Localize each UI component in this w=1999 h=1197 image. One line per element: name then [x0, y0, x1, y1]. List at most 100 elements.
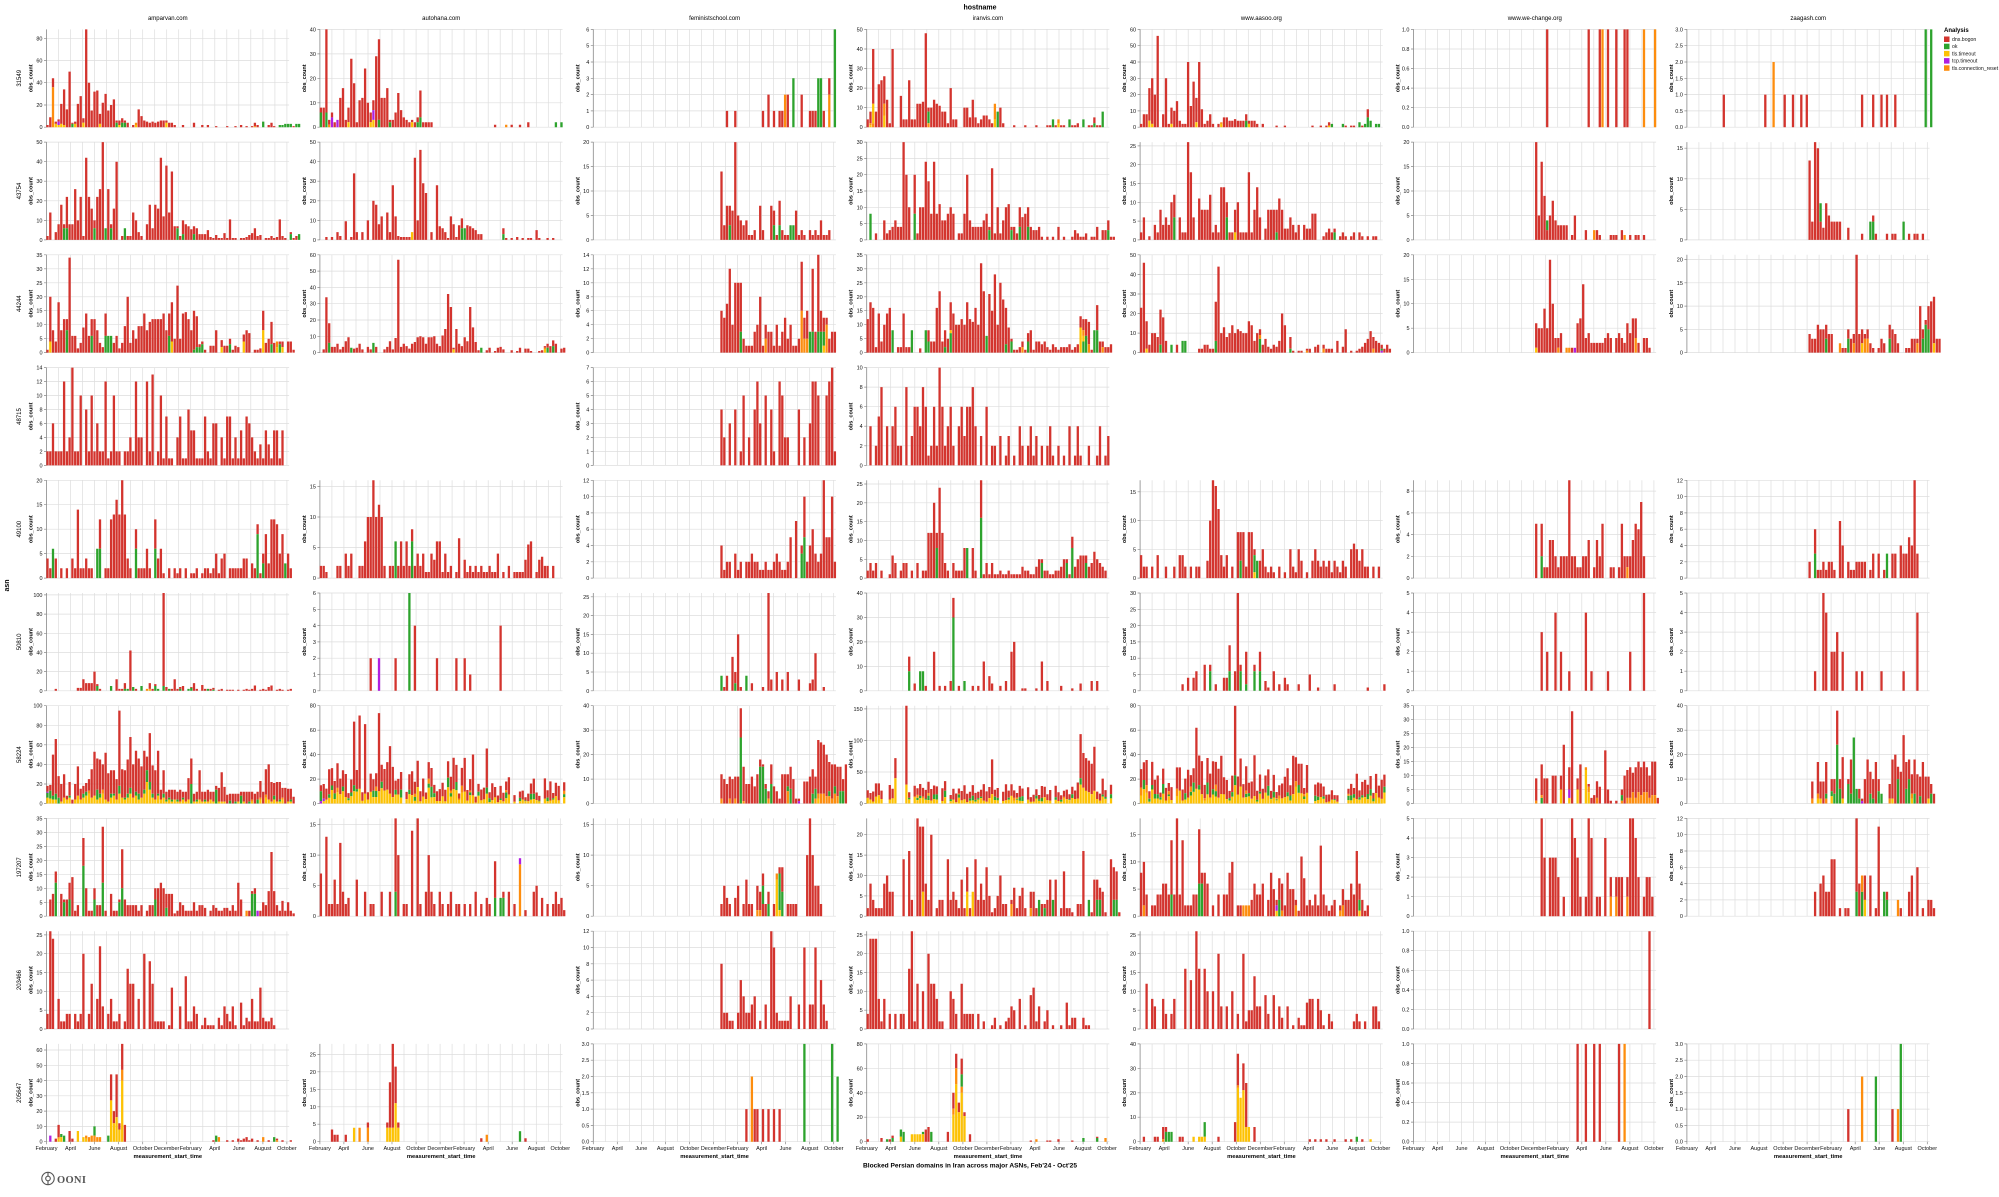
svg-text:December: December — [1521, 1146, 1547, 1152]
svg-text:4: 4 — [1680, 544, 1683, 550]
svg-text:30: 30 — [857, 67, 863, 73]
svg-text:measurement_start_time: measurement_start_time — [954, 1154, 1023, 1160]
svg-text:2.0: 2.0 — [1675, 60, 1683, 66]
svg-text:0.2: 0.2 — [1402, 106, 1410, 112]
svg-text:20: 20 — [310, 76, 316, 82]
svg-text:obs_count: obs_count — [575, 628, 581, 656]
svg-text:0.0: 0.0 — [582, 1140, 590, 1146]
svg-text:25: 25 — [310, 1052, 316, 1058]
svg-text:June: June — [635, 1146, 647, 1152]
svg-text:0: 0 — [313, 802, 316, 808]
svg-text:5: 5 — [39, 337, 42, 343]
svg-text:20: 20 — [857, 501, 863, 507]
svg-text:12: 12 — [583, 929, 589, 935]
svg-text:2.0: 2.0 — [582, 1075, 590, 1081]
svg-text:0.8: 0.8 — [1402, 47, 1410, 53]
svg-text:April: April — [1159, 1146, 1170, 1152]
svg-text:10: 10 — [1130, 1115, 1136, 1121]
svg-text:0: 0 — [39, 914, 42, 920]
svg-text:0: 0 — [1680, 689, 1683, 695]
svg-text:0: 0 — [39, 689, 42, 695]
svg-text:4: 4 — [586, 323, 589, 329]
svg-text:iranvis.com: iranvis.com — [973, 16, 1003, 22]
svg-text:obs_count: obs_count — [29, 628, 35, 656]
svg-text:40: 40 — [583, 704, 589, 710]
svg-text:10: 10 — [310, 515, 316, 521]
svg-text:0: 0 — [39, 576, 42, 582]
svg-text:4: 4 — [1680, 611, 1683, 617]
svg-text:60: 60 — [310, 253, 316, 259]
svg-text:obs_count: obs_count — [302, 1079, 308, 1107]
svg-text:50: 50 — [36, 1063, 42, 1069]
svg-text:5: 5 — [586, 884, 589, 890]
svg-text:0: 0 — [39, 351, 42, 357]
svg-text:50: 50 — [857, 27, 863, 33]
svg-text:0: 0 — [1133, 238, 1136, 244]
svg-text:30: 30 — [1130, 76, 1136, 82]
svg-text:6: 6 — [860, 405, 863, 411]
svg-text:0: 0 — [586, 238, 589, 244]
svg-text:obs_count: obs_count — [1122, 290, 1128, 318]
svg-text:3: 3 — [1406, 856, 1409, 862]
svg-text:April: April — [1303, 1146, 1314, 1152]
svg-text:40: 40 — [1130, 1042, 1136, 1048]
svg-text:1: 1 — [313, 673, 316, 679]
svg-text:40: 40 — [36, 160, 42, 166]
svg-text:25: 25 — [1130, 933, 1136, 939]
svg-text:10: 10 — [36, 1124, 42, 1130]
svg-text:80: 80 — [36, 36, 42, 42]
svg-text:June: June — [89, 1146, 101, 1152]
svg-text:0: 0 — [860, 463, 863, 469]
svg-text:3.0: 3.0 — [582, 1042, 590, 1048]
svg-text:40: 40 — [857, 591, 863, 597]
svg-text:ok: ok — [1952, 44, 1958, 50]
svg-text:1.0: 1.0 — [1675, 93, 1683, 99]
svg-text:obs_count: obs_count — [849, 290, 855, 318]
svg-text:30: 30 — [857, 140, 863, 146]
svg-text:0: 0 — [1133, 1027, 1136, 1033]
svg-text:0: 0 — [39, 125, 42, 131]
svg-text:203466: 203466 — [17, 969, 23, 990]
svg-text:15: 15 — [1130, 182, 1136, 188]
svg-text:30: 30 — [1677, 728, 1683, 734]
svg-text:0: 0 — [1133, 689, 1136, 695]
svg-text:0: 0 — [39, 1140, 42, 1146]
svg-text:tcp.timeout: tcp.timeout — [1952, 59, 1978, 65]
svg-text:40: 40 — [310, 285, 316, 291]
svg-text:autohana.com: autohana.com — [422, 16, 460, 22]
svg-text:7: 7 — [586, 366, 589, 372]
svg-text:10: 10 — [583, 281, 589, 287]
svg-text:December: December — [1794, 1146, 1820, 1152]
svg-text:15: 15 — [583, 823, 589, 829]
svg-text:2.0: 2.0 — [1675, 1075, 1683, 1081]
svg-text:1.0: 1.0 — [1402, 1042, 1410, 1048]
svg-text:49100: 49100 — [17, 520, 23, 537]
svg-text:5: 5 — [1406, 591, 1409, 597]
svg-text:August: August — [1075, 1146, 1093, 1152]
svg-text:0: 0 — [1680, 576, 1683, 582]
svg-text:15: 15 — [857, 971, 863, 977]
svg-text:12: 12 — [583, 478, 589, 484]
svg-text:2.5: 2.5 — [1675, 1058, 1683, 1064]
svg-text:February: February — [856, 1146, 878, 1152]
svg-text:5: 5 — [1680, 327, 1683, 333]
svg-text:0.6: 0.6 — [1402, 67, 1410, 73]
svg-text:30: 30 — [36, 179, 42, 185]
svg-text:10: 10 — [1130, 989, 1136, 995]
svg-text:8: 8 — [860, 385, 863, 391]
svg-text:2.5: 2.5 — [1675, 44, 1683, 50]
svg-text:0: 0 — [1133, 914, 1136, 920]
svg-text:10: 10 — [857, 664, 863, 670]
svg-text:25: 25 — [857, 933, 863, 939]
svg-text:April: April — [756, 1146, 767, 1152]
svg-text:measurement_start_time: measurement_start_time — [1227, 1154, 1296, 1160]
svg-text:0.4: 0.4 — [1402, 988, 1410, 994]
svg-text:40: 40 — [310, 753, 316, 759]
svg-text:43754: 43754 — [17, 182, 23, 199]
svg-text:0.0: 0.0 — [1402, 125, 1410, 131]
svg-text:obs_count: obs_count — [1122, 741, 1128, 769]
svg-text:3: 3 — [586, 76, 589, 82]
svg-text:10: 10 — [36, 886, 42, 892]
svg-text:80: 80 — [310, 704, 316, 710]
svg-text:0: 0 — [313, 351, 316, 357]
